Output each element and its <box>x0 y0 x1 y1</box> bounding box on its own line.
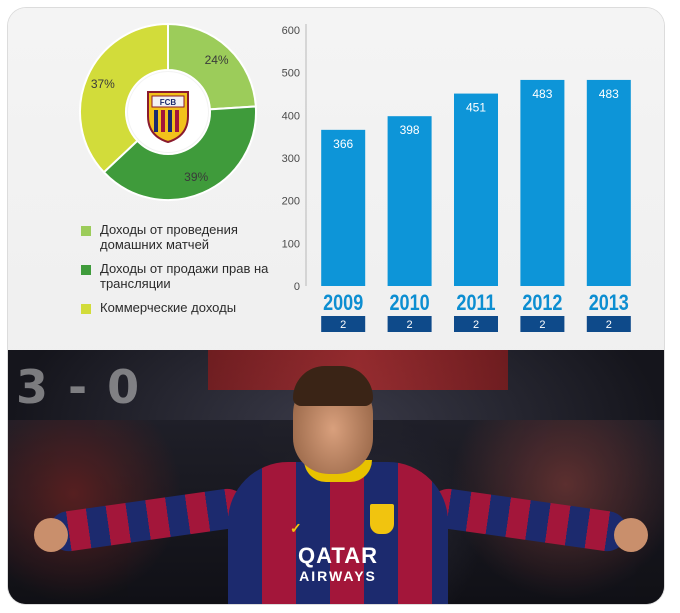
y-tick-label: 200 <box>282 196 300 208</box>
x-tick-label: 2010 <box>390 291 430 315</box>
bar-chart: 0 100 200 300 400 500 600 366 2009 2 398 2010 2 451 20… <box>282 24 631 332</box>
y-tick-label: 600 <box>282 25 300 37</box>
y-tick-label: 300 <box>282 153 300 165</box>
legend-swatch <box>81 265 91 275</box>
crest-stripe <box>154 110 158 132</box>
infographic-card: 24% 39% 37% FCB Доходы от проведения домашн… <box>8 8 664 604</box>
rank-label: 2 <box>606 319 612 331</box>
swoosh-icon: ✓ <box>290 520 302 536</box>
pie-slice-label: 37% <box>91 77 115 91</box>
player-photo: 3 - 0 ✓ QATAR AIRWAYS <box>8 350 664 604</box>
pie-slice <box>167 22 257 111</box>
bar <box>387 116 432 286</box>
legend-item: Доходы от проведения домашних матчей <box>81 222 281 252</box>
pie-chart: 24% 39% 37% FCB <box>79 22 257 201</box>
rank-label: 2 <box>473 319 479 331</box>
player-hair <box>293 366 373 406</box>
player-jersey <box>228 462 448 604</box>
rank-box <box>520 316 565 332</box>
bar-value-label: 398 <box>400 123 420 137</box>
legend-item: Доходы от продажи прав на трансляции <box>81 261 281 291</box>
x-tick-label: 2013 <box>589 291 629 315</box>
pie-legend: Доходы от проведения домашних матчей Дох… <box>81 222 281 324</box>
legend-label: Доходы от продажи прав на трансляции <box>100 261 269 291</box>
rank-label: 2 <box>539 319 545 331</box>
legend-item: Коммерческие доходы <box>81 300 281 315</box>
x-tick-label: 2012 <box>522 291 562 315</box>
bar <box>454 93 498 286</box>
bar <box>586 79 631 286</box>
rank-box <box>454 316 498 332</box>
legend-swatch <box>81 226 91 236</box>
y-tick-label: 100 <box>282 238 300 250</box>
bar <box>321 129 366 286</box>
y-tick-label: 0 <box>294 281 300 293</box>
x-tick-label: 2009 <box>323 291 363 315</box>
sponsor-line2: AIRWAYS <box>299 568 377 584</box>
player-hand-left <box>34 518 68 552</box>
pie-slice <box>102 105 257 201</box>
bar-value-label: 483 <box>599 87 619 101</box>
x-tick-label: 2011 <box>456 291 495 315</box>
player-hand-right <box>614 518 648 552</box>
legend-swatch <box>81 304 91 314</box>
sponsor-line1: QATAR <box>298 543 378 568</box>
legend-label: Коммерческие доходы <box>100 300 237 315</box>
rank-label: 2 <box>340 319 346 331</box>
club-badge-icon <box>368 502 396 536</box>
rank-box <box>321 316 366 332</box>
rank-label: 2 <box>407 319 413 331</box>
rank-box <box>387 316 432 332</box>
bar-value-label: 451 <box>466 101 486 115</box>
pie-slice <box>79 22 169 174</box>
crest-stripe <box>161 110 165 132</box>
y-tick-label: 500 <box>282 68 300 80</box>
sponsor-logo: QATAR AIRWAYS <box>276 543 400 586</box>
legend-label: Доходы от проведения домашних матчей <box>100 222 238 252</box>
crest-stripe <box>175 110 179 132</box>
bar-value-label: 366 <box>333 137 353 151</box>
bar-value-label: 483 <box>532 87 552 101</box>
pie-slice-label: 24% <box>205 53 229 67</box>
bar <box>520 79 565 286</box>
y-tick-label: 400 <box>282 110 300 122</box>
crest-text: FCB <box>160 98 177 107</box>
crest-band <box>151 95 185 108</box>
crest-stripe <box>168 110 172 132</box>
pie-slice-label: 39% <box>184 170 208 184</box>
scoreboard-text: 3 - 0 <box>16 360 142 414</box>
rank-box <box>586 316 631 332</box>
